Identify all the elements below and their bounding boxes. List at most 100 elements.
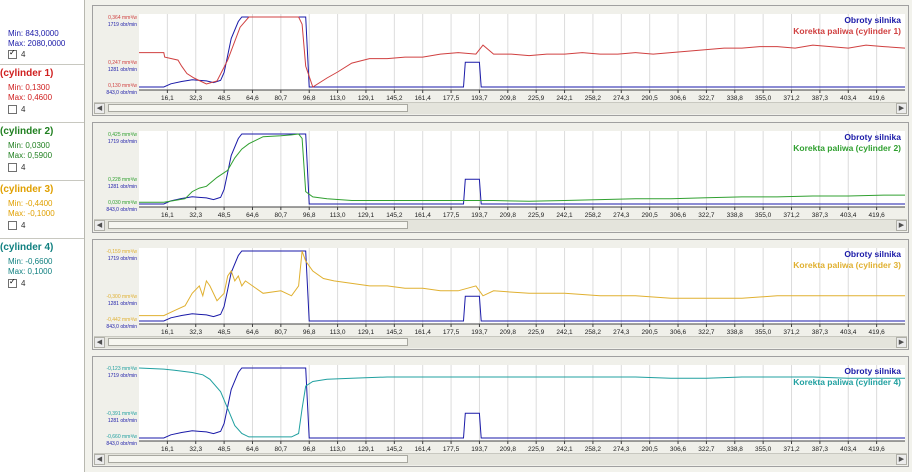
- x-tick-label: 419,6: [868, 212, 885, 219]
- x-tick-label: 177,5: [443, 95, 460, 102]
- scroll-left-button[interactable]: ◀: [94, 220, 105, 231]
- x-tick-label: 371,2: [783, 329, 800, 336]
- chart-svg: 16,1 32,3 48,5 64,6 80,7 96,8 113,0 129,1 145,2 1…: [106, 248, 905, 336]
- x-tick-label: 161,4: [415, 446, 432, 453]
- fuel-series-line: [139, 16, 906, 88]
- x-tick-label: 355,0: [755, 95, 772, 102]
- sidebar-cylinder-1-block: (cylinder 1) Min: 0,1300 Max: 0,4600 4: [0, 64, 84, 123]
- cylinder-checkbox[interactable]: [8, 105, 17, 114]
- x-tick-label: 96,8: [303, 95, 316, 102]
- chart-panel-cylinder-4: 16,1 32,3 48,5 64,6 80,7 96,8 113,0 129,1 145,2 1…: [92, 356, 909, 467]
- scroll-left-button[interactable]: ◀: [94, 337, 105, 348]
- x-tick-label: 419,6: [868, 329, 885, 336]
- cylinder-min: Min: -0,4400: [8, 199, 53, 208]
- scroll-thumb[interactable]: [108, 221, 408, 229]
- horizontal-scrollbar[interactable]: ◀ ▶: [94, 219, 907, 231]
- scroll-right-button[interactable]: ▶: [896, 337, 907, 348]
- x-tick-label: 403,4: [840, 95, 857, 102]
- rpm-checkbox[interactable]: [8, 48, 17, 59]
- x-tick-label: 306,6: [670, 95, 687, 102]
- x-tick-label: 145,2: [386, 95, 403, 102]
- x-tick-label: 48,5: [218, 95, 231, 102]
- x-tick-label: 258,2: [585, 329, 602, 336]
- x-tick-label: 322,7: [698, 212, 715, 219]
- cylinder-title: (cylinder 1): [0, 68, 54, 79]
- horizontal-scrollbar[interactable]: ◀ ▶: [94, 102, 907, 114]
- cylinder-count: 4: [21, 221, 26, 230]
- x-tick-label: 322,7: [698, 95, 715, 102]
- rpm-count: 4: [21, 50, 26, 59]
- x-tick-label: 32,3: [189, 329, 202, 336]
- x-tick-label: 129,1: [358, 329, 375, 336]
- x-tick-label: 48,5: [218, 329, 231, 336]
- rpm-axis-label: 1281 obr/min: [108, 184, 137, 190]
- fuel-axis-label: -0,300 mm³/w: [106, 294, 137, 300]
- scroll-left-button[interactable]: ◀: [94, 103, 105, 114]
- sidebar-cylinder-3-block: (cylinder 3) Min: -0,4400 Max: -0,1000 4: [0, 180, 84, 239]
- cylinder-checkbox[interactable]: [8, 221, 17, 230]
- cylinder-checkbox[interactable]: [8, 163, 17, 172]
- fuel-axis-label: 0,228 mm³/w: [108, 177, 137, 183]
- plot-area: [139, 365, 905, 441]
- x-tick-label: 64,6: [246, 212, 259, 219]
- x-tick-label: 129,1: [358, 95, 375, 102]
- x-tick-label: 290,5: [642, 212, 659, 219]
- fuel-axis-label: 0,364 mm³/w: [108, 15, 137, 21]
- x-tick-label: 371,2: [783, 446, 800, 453]
- x-tick-label: 242,1: [556, 212, 573, 219]
- x-tick-label: 129,1: [358, 446, 375, 453]
- x-tick-label: 32,3: [189, 446, 202, 453]
- x-tick-label: 306,6: [670, 329, 687, 336]
- x-tick-label: 225,9: [528, 212, 545, 219]
- scroll-thumb[interactable]: [108, 455, 408, 463]
- x-tick-label: 387,3: [812, 329, 829, 336]
- fuel-axis-label: 0,247 mm³/w: [108, 60, 137, 66]
- scroll-right-button[interactable]: ▶: [896, 103, 907, 114]
- scroll-thumb[interactable]: [108, 104, 408, 112]
- x-tick-label: 16,1: [161, 95, 174, 102]
- x-tick-label: 242,1: [556, 95, 573, 102]
- cylinder-max: Max: 0,5900: [8, 151, 53, 160]
- x-tick-label: 371,2: [783, 95, 800, 102]
- x-tick-label: 274,3: [613, 329, 630, 336]
- x-tick-label: 80,7: [275, 329, 288, 336]
- scroll-left-button[interactable]: ◀: [94, 454, 105, 465]
- x-tick-label: 290,5: [642, 329, 659, 336]
- cylinder-count: 4: [21, 279, 26, 288]
- scroll-right-button[interactable]: ▶: [896, 454, 907, 465]
- legend-fuel: Korekta paliwa (cylinder 3): [793, 260, 901, 270]
- horizontal-scrollbar[interactable]: ◀ ▶: [94, 453, 907, 465]
- x-tick-label: 322,7: [698, 329, 715, 336]
- rpm-min: Min: 843,0000: [8, 29, 59, 38]
- plot-area: [139, 131, 905, 207]
- x-tick-label: 113,0: [330, 95, 346, 102]
- x-tick-label: 209,8: [500, 446, 517, 453]
- x-tick-label: 322,7: [698, 446, 715, 453]
- x-tick-label: 338,8: [727, 95, 744, 102]
- x-tick-label: 403,4: [840, 446, 857, 453]
- horizontal-scrollbar[interactable]: ◀ ▶: [94, 336, 907, 348]
- x-tick-label: 338,8: [727, 446, 744, 453]
- x-tick-label: 80,7: [275, 446, 288, 453]
- chart-panel-cylinder-2: 16,1 32,3 48,5 64,6 80,7 96,8 113,0 129,1 145,2 1…: [92, 122, 909, 233]
- x-tick-label: 403,4: [840, 329, 857, 336]
- fuel-series-line: [139, 251, 905, 317]
- x-tick-label: 129,1: [358, 212, 375, 219]
- scroll-right-button[interactable]: ▶: [896, 220, 907, 231]
- x-tick-label: 338,8: [727, 212, 744, 219]
- x-tick-label: 32,3: [189, 212, 202, 219]
- fuel-axis-label: -0,391 mm³/w: [106, 411, 137, 417]
- legend-rpm: Obroty silnika: [844, 15, 901, 25]
- x-tick-label: 209,8: [500, 95, 517, 102]
- x-tick-label: 64,6: [246, 95, 259, 102]
- cylinder-title: (cylinder 3): [0, 184, 54, 195]
- x-tick-label: 80,7: [275, 95, 288, 102]
- x-tick-label: 274,3: [613, 212, 630, 219]
- cylinder-checkbox[interactable]: [8, 277, 17, 288]
- chart-svg: 16,1 32,3 48,5 64,6 80,7 96,8 113,0 129,1 145,2 1…: [106, 131, 905, 219]
- rpm-axis-label: 843,0 obr/min: [106, 207, 137, 213]
- legend-fuel: Korekta paliwa (cylinder 2): [793, 143, 901, 153]
- sidebar-rpm-block: Min: 843,0000 Max: 2080,0000 4: [0, 5, 84, 65]
- x-tick-label: 16,1: [161, 446, 174, 453]
- scroll-thumb[interactable]: [108, 338, 408, 346]
